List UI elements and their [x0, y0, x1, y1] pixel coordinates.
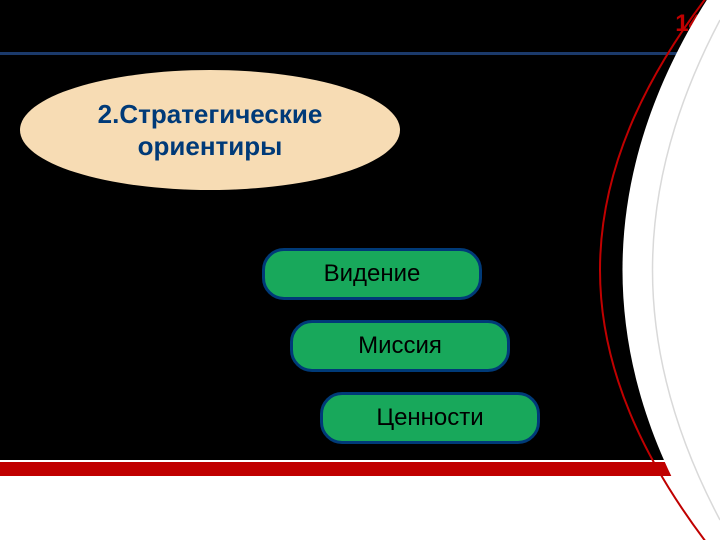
pill-vision: Видение	[262, 248, 482, 300]
header-divider	[0, 52, 720, 55]
pill-label: Миссия	[358, 332, 442, 360]
pill-mission: Миссия	[290, 320, 510, 372]
red-accent-bar	[0, 462, 720, 476]
pill-label: Видение	[324, 260, 421, 288]
title-text: 2.Стратегические ориентиры	[98, 98, 323, 163]
dark-background-region	[0, 0, 720, 460]
title-line-2: ориентиры	[138, 131, 283, 161]
pill-label: Ценности	[376, 404, 483, 432]
title-line-1: 2.Стратегические	[98, 99, 323, 129]
page-number: 14	[675, 10, 702, 38]
slide: 14 2.Стратегические ориентиры Видение Ми…	[0, 0, 720, 540]
title-ellipse: 2.Стратегические ориентиры	[20, 70, 400, 190]
pill-values: Ценности	[320, 392, 540, 444]
